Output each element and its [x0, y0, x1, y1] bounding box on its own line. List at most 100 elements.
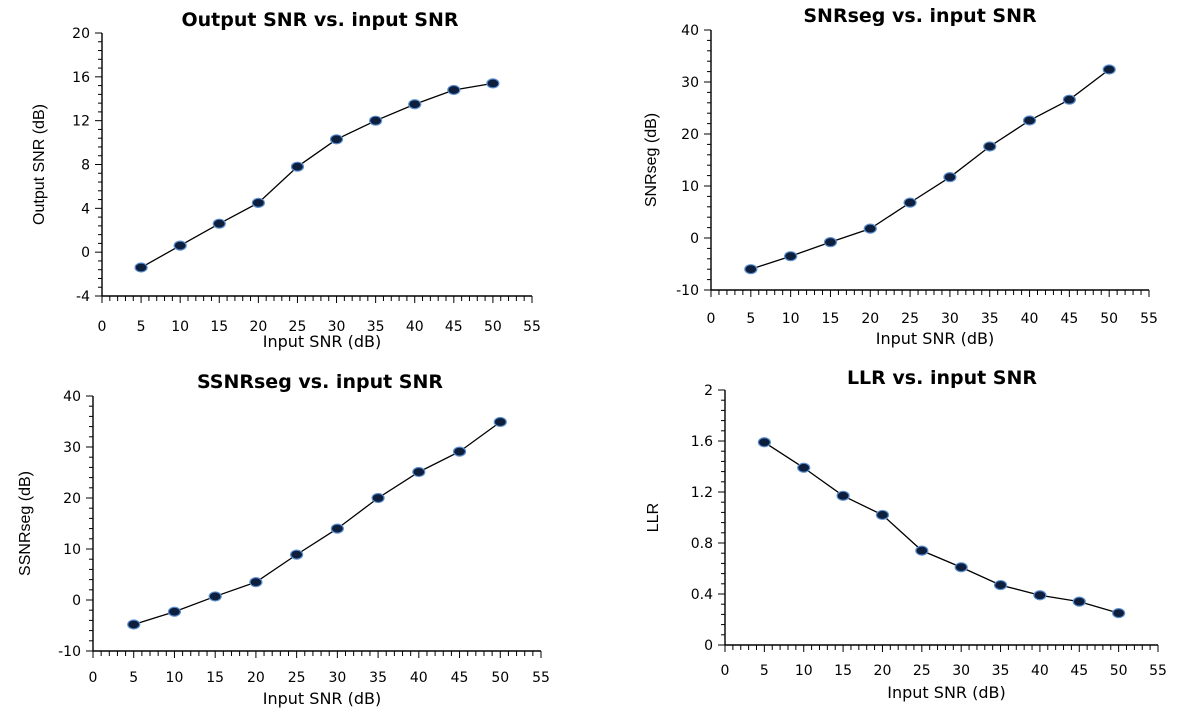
data-point	[412, 466, 426, 478]
data-point	[330, 523, 344, 534]
x-tick-label: 25	[901, 311, 919, 327]
x-tick-label: 45	[1060, 311, 1078, 327]
y-tick-label: 0	[81, 245, 90, 261]
x-tick-label: 40	[1031, 663, 1049, 679]
x-tick-label: 0	[707, 311, 716, 327]
x-tick-label: 15	[834, 663, 852, 679]
y-tick-label: 1.2	[691, 485, 713, 501]
data-point	[875, 509, 890, 521]
x-tick-label: 25	[913, 663, 931, 679]
x-tick-label: 35	[992, 663, 1010, 679]
data-point	[452, 446, 467, 457]
x-tick-label: 5	[129, 670, 138, 686]
data-point	[371, 492, 385, 504]
x-tick-label: 0	[98, 319, 107, 335]
data-point	[212, 218, 226, 229]
y-axis-label: SSNRseg (dB)	[17, 471, 34, 576]
data-point	[954, 562, 968, 573]
y-tick-label: 1.6	[691, 434, 713, 450]
x-tick-label: 30	[952, 663, 970, 679]
x-tick-label: 10	[782, 311, 800, 327]
x-tick-label: 30	[328, 319, 346, 335]
y-axis-label: SNRseg (dB)	[643, 113, 660, 207]
y-tick-label: 8	[81, 158, 90, 174]
y-tick-label: 4	[81, 201, 90, 217]
x-tick-label: 10	[795, 663, 813, 679]
y-tick-label: 40	[63, 389, 81, 405]
data-point	[1102, 64, 1116, 75]
series-line	[764, 441, 1119, 614]
data-point	[1112, 608, 1126, 619]
data-point	[863, 223, 877, 234]
x-tick-label: 15	[822, 311, 840, 327]
y-tick-label: 0	[704, 638, 713, 654]
data-point	[1062, 94, 1076, 105]
chart-snrseg: SNRseg vs. input SNR 0 5 10 15 20 25 30 35 40 45 50…	[643, 5, 1158, 348]
y-tick-label: 0	[690, 231, 699, 247]
x-tick-label: 30	[941, 311, 959, 327]
x-tick-label: 40	[410, 670, 428, 686]
data-point	[1072, 596, 1086, 607]
chart-ssnrseg: SSNRseg vs. input SNR 0 5 10 15 20 25 30 35 40 45 5…	[17, 371, 550, 708]
y-tick-label: 0.8	[691, 536, 713, 552]
y-tick-label: -10	[58, 644, 81, 660]
x-axis-label: Input SNR (dB)	[876, 329, 994, 348]
chart-title: LLR vs. input SNR	[847, 367, 1037, 389]
data-point	[493, 416, 507, 428]
data-point	[757, 437, 771, 448]
x-tick-label: 0	[89, 670, 98, 686]
x-tick-label: 55	[523, 319, 541, 335]
data-point	[797, 462, 811, 473]
data-point	[943, 172, 957, 183]
data-point	[208, 591, 222, 602]
x-tick-label: 25	[288, 670, 306, 686]
x-tick-label: 20	[247, 670, 265, 686]
series-line	[133, 421, 501, 626]
data-point	[167, 606, 182, 617]
data-point	[993, 579, 1008, 591]
x-tick-label: 50	[491, 670, 509, 686]
y-tick-label: 20	[72, 26, 90, 42]
x-tick-label: 45	[1070, 663, 1088, 679]
x-tick-label: 45	[445, 319, 463, 335]
data-point	[290, 549, 304, 560]
x-tick-label: 35	[981, 311, 999, 327]
y-axis-label: LLR	[645, 503, 662, 532]
x-tick-label: 20	[874, 663, 892, 679]
series-line	[140, 82, 494, 269]
data-point	[983, 141, 997, 152]
x-tick-label: 5	[137, 319, 146, 335]
x-tick-label: 50	[1100, 311, 1118, 327]
y-tick-label: 40	[681, 23, 699, 39]
y-tick-label: 30	[63, 440, 81, 456]
x-axis-label: Input SNR (dB)	[263, 689, 381, 708]
x-tick-label: 50	[484, 319, 502, 335]
data-point	[251, 197, 265, 208]
data-point	[744, 264, 758, 275]
data-point	[1022, 115, 1037, 126]
x-tick-label: 35	[369, 670, 387, 686]
x-tick-label: 45	[451, 670, 469, 686]
x-tick-label: 5	[760, 663, 769, 679]
y-tick-label: 0	[72, 593, 81, 609]
y-tick-label: 12	[72, 114, 90, 130]
x-axis-label: Input SNR (dB)	[263, 332, 381, 351]
x-tick-label: 55	[532, 670, 550, 686]
x-tick-label: 55	[1149, 663, 1167, 679]
x-tick-label: 50	[1110, 663, 1128, 679]
chart-title: SSNRseg vs. input SNR	[197, 371, 443, 393]
data-point	[836, 490, 850, 501]
y-tick-label: -10	[676, 283, 699, 299]
data-point	[127, 619, 141, 630]
y-tick-label: 0.4	[691, 587, 713, 603]
x-tick-label: 35	[367, 319, 385, 335]
x-tick-label: 40	[1021, 311, 1039, 327]
x-tick-label: 40	[406, 319, 424, 335]
data-point	[329, 134, 344, 145]
x-tick-label: 20	[861, 311, 879, 327]
y-tick-label: 20	[681, 127, 699, 143]
data-point	[408, 99, 422, 110]
data-point	[134, 262, 148, 273]
